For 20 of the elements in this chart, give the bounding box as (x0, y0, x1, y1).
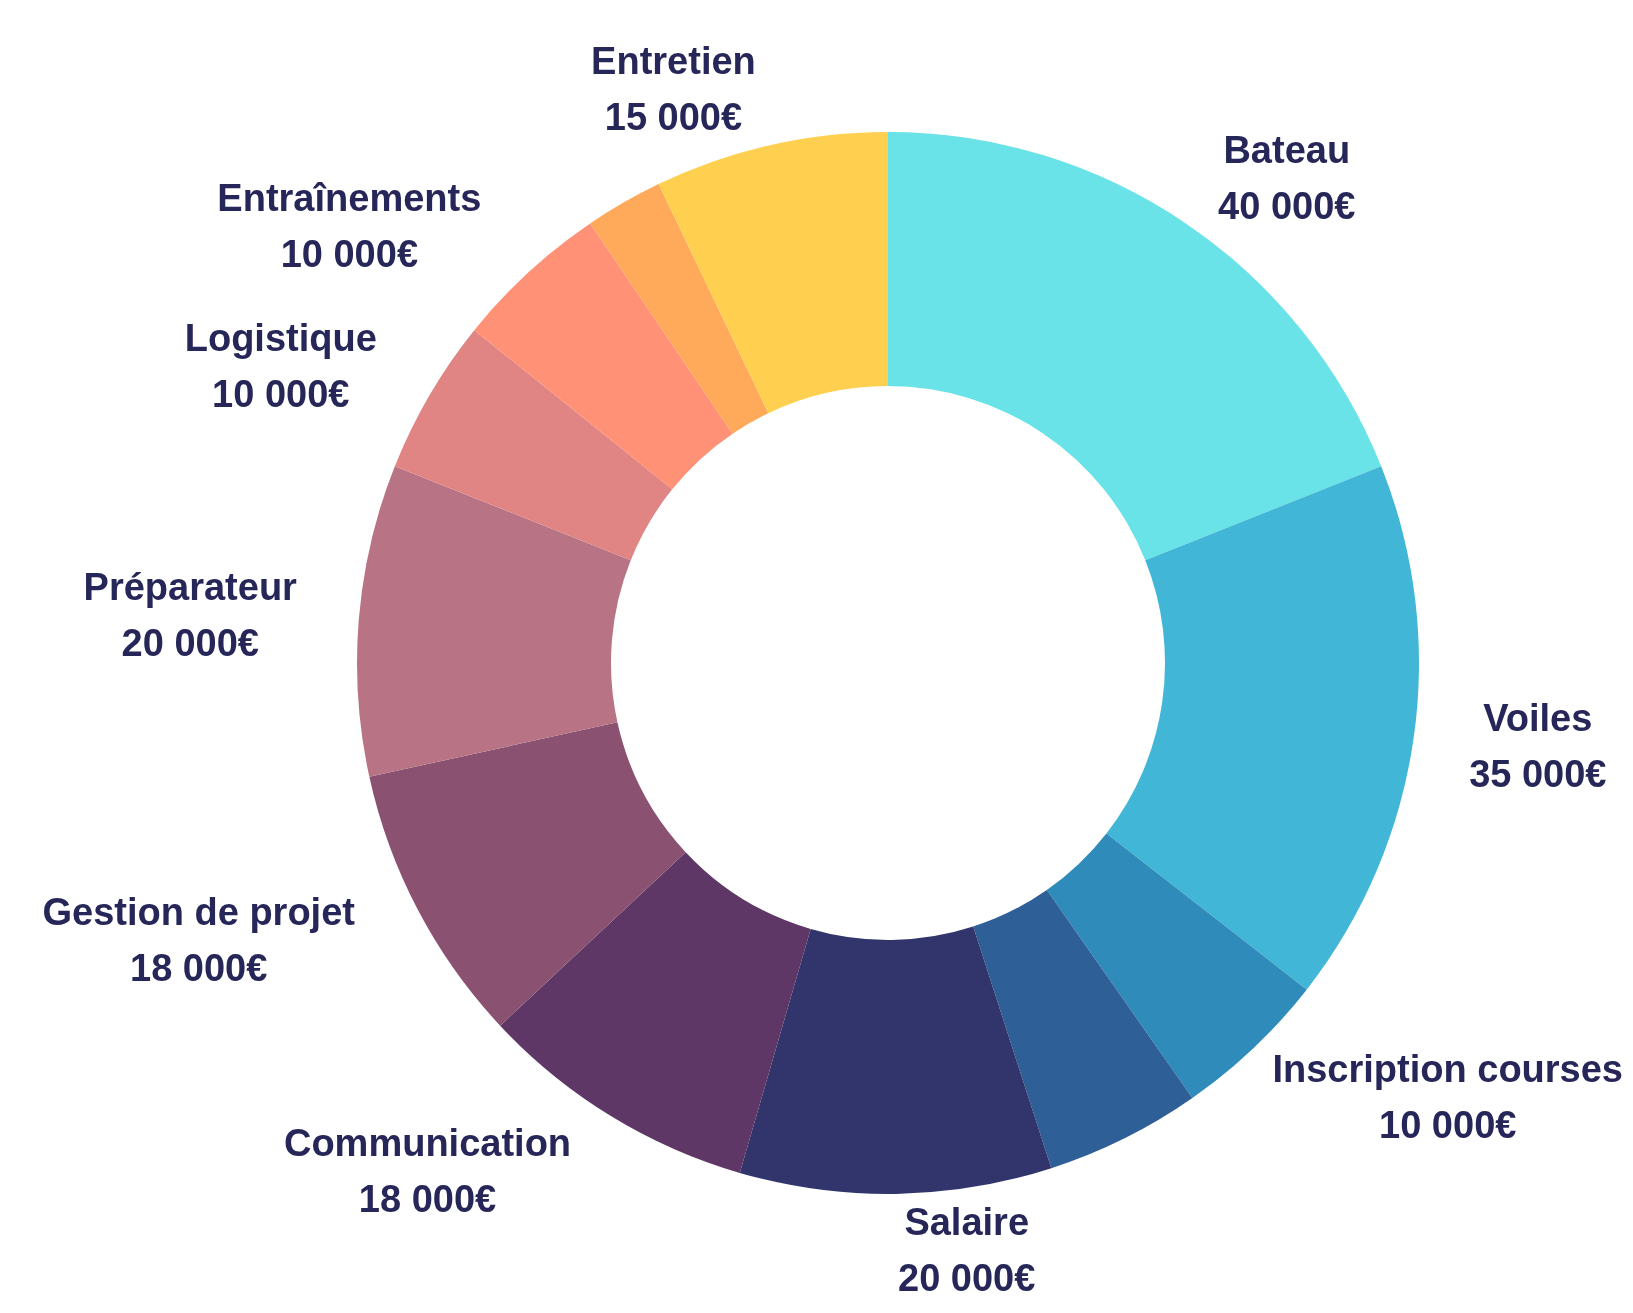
data-label: 35 000€ (1469, 752, 1607, 795)
slice-label: Communication (283, 1121, 572, 1164)
slice-label: Préparateur (83, 565, 298, 608)
slice-label: Salaire (904, 1200, 1030, 1243)
data-label: 10 000€ (280, 233, 419, 276)
slice-label: Entraînements (217, 177, 482, 220)
data-label: 18 000€ (358, 1177, 497, 1220)
slice-label: Inscription courses (1272, 1048, 1624, 1091)
slice-label: Bateau (1223, 128, 1351, 171)
data-label: 10 000€ (1379, 1104, 1517, 1147)
data-label: 20 000€ (121, 621, 259, 664)
data-label: 18 000€ (130, 947, 268, 990)
slice-label: Gestion de projet (42, 891, 356, 934)
data-label: 15 000€ (604, 95, 743, 138)
slice-label: Entretien (591, 39, 756, 82)
slice-label: Voiles (1483, 696, 1593, 739)
data-label: 10 000€ (212, 372, 350, 415)
slice-label: Logistique (184, 316, 377, 359)
data-label: 40 000€ (1218, 184, 1356, 227)
data-label: 20 000€ (898, 1256, 1036, 1299)
